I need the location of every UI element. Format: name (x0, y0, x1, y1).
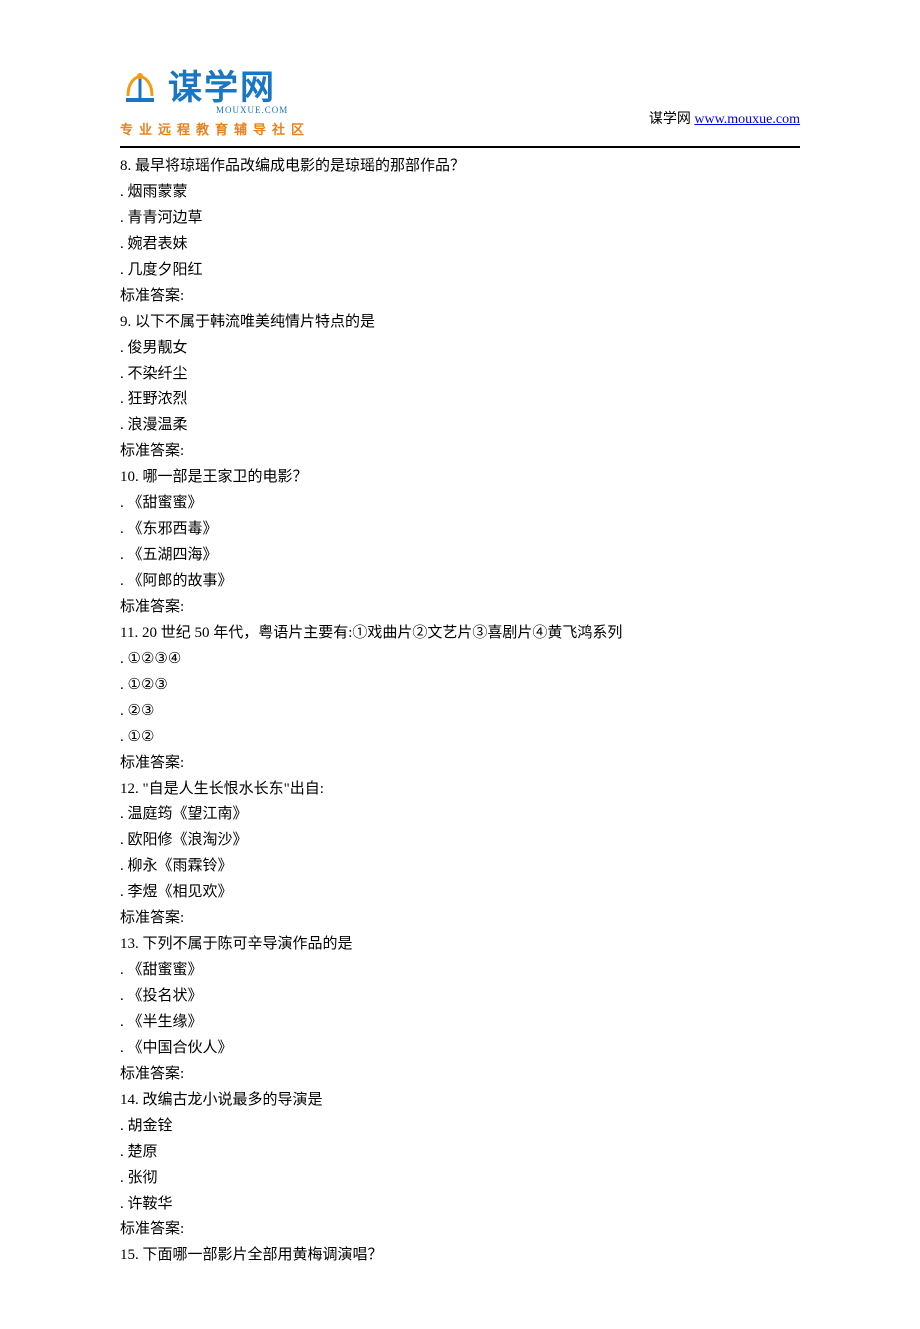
logo-tagline: 专业远程教育辅导社区 (120, 119, 310, 138)
header-divider (120, 146, 800, 148)
question-option: . ①② (120, 725, 800, 751)
question-option: . 烟雨蒙蒙 (120, 180, 800, 206)
answer-label: 标准答案: (120, 284, 800, 310)
answer-label: 标准答案: (120, 595, 800, 621)
question-text: 8. 最早将琼瑶作品改编成电影的是琼瑶的那部作品？ (120, 154, 800, 180)
question-option: . 许鞍华 (120, 1192, 800, 1218)
header-right-text: 谋学网 (649, 112, 695, 127)
question-option: . 几度夕阳红 (120, 258, 800, 284)
logo-main-text: 谋学网 (168, 60, 288, 109)
question-option: . 柳永《雨霖铃》 (120, 854, 800, 880)
question-text: 15. 下面哪一部影片全部用黄梅调演唱？ (120, 1243, 800, 1269)
question-option: . 温庭筠《望江南》 (120, 802, 800, 828)
content-area: 8. 最早将琼瑶作品改编成电影的是琼瑶的那部作品？. 烟雨蒙蒙. 青青河边草. … (120, 154, 800, 1269)
header-right: 谋学网 www.mouxue.com (649, 108, 800, 138)
logo-top: 谋学网 MOUXUE.COM (120, 60, 310, 115)
question-option: . 俊男靓女 (120, 336, 800, 362)
question-option: . 《阿郎的故事》 (120, 569, 800, 595)
question-option: . 不染纤尘 (120, 362, 800, 388)
question-option: . 《甜蜜蜜》 (120, 491, 800, 517)
answer-label: 标准答案: (120, 439, 800, 465)
question-option: . 《投名状》 (120, 984, 800, 1010)
question-option: . 婉君表妹 (120, 232, 800, 258)
question-option: . 青青河边草 (120, 206, 800, 232)
question-option: . 李煜《相见欢》 (120, 880, 800, 906)
question-text: 12. "自是人生长恨水长东"出自: (120, 777, 800, 803)
question-text: 10. 哪一部是王家卫的电影？ (120, 465, 800, 491)
logo-text-wrap: 谋学网 MOUXUE.COM (168, 60, 288, 115)
question-option: . 浪漫温柔 (120, 413, 800, 439)
question-text: 11. 20 世纪 50 年代，粤语片主要有:①戏曲片②文艺片③喜剧片④黄飞鸿系… (120, 621, 800, 647)
question-option: . ①②③④ (120, 647, 800, 673)
question-text: 9. 以下不属于韩流唯美纯情片特点的是 (120, 310, 800, 336)
question-text: 14. 改编古龙小说最多的导演是 (120, 1088, 800, 1114)
answer-label: 标准答案: (120, 906, 800, 932)
question-option: . 《东邪西毒》 (120, 517, 800, 543)
question-text: 13. 下列不属于陈可辛导演作品的是 (120, 932, 800, 958)
question-option: . 《半生缘》 (120, 1010, 800, 1036)
question-option: . 《甜蜜蜜》 (120, 958, 800, 984)
question-option: . 张彻 (120, 1166, 800, 1192)
logo-icon (120, 68, 160, 108)
question-option: . 《中国合伙人》 (120, 1036, 800, 1062)
logo-area: 谋学网 MOUXUE.COM 专业远程教育辅导社区 (120, 60, 310, 138)
question-option: . ①②③ (120, 673, 800, 699)
answer-label: 标准答案: (120, 1217, 800, 1243)
question-option: . 胡金铨 (120, 1114, 800, 1140)
header-link[interactable]: www.mouxue.com (694, 112, 800, 127)
question-option: . ②③ (120, 699, 800, 725)
logo-subtitle: MOUXUE.COM (216, 105, 288, 115)
answer-label: 标准答案: (120, 751, 800, 777)
page-header: 谋学网 MOUXUE.COM 专业远程教育辅导社区 谋学网 www.mouxue… (120, 60, 800, 138)
question-option: . 楚原 (120, 1140, 800, 1166)
question-option: . 欧阳修《浪淘沙》 (120, 828, 800, 854)
question-option: . 狂野浓烈 (120, 387, 800, 413)
answer-label: 标准答案: (120, 1062, 800, 1088)
question-option: . 《五湖四海》 (120, 543, 800, 569)
